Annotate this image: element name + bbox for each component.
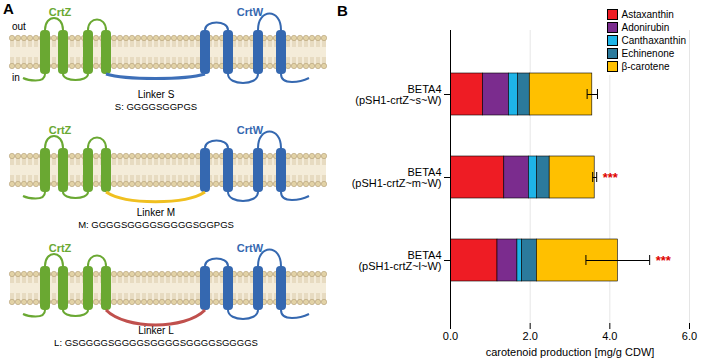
svg-text:4.0: 4.0 (602, 330, 617, 342)
svg-text:CrtZ: CrtZ (49, 124, 72, 136)
svg-text:BETA4(pSH1-crtZ~s~W): BETA4(pSH1-crtZ~s~W) (355, 83, 441, 106)
svg-text:carotenoid production [mg/g CD: carotenoid production [mg/g CDW] (486, 346, 655, 358)
svg-text:CrtW: CrtW (237, 242, 264, 254)
svg-text:CrtW: CrtW (237, 6, 264, 18)
svg-text:***: *** (656, 253, 672, 268)
svg-text:***: *** (603, 170, 619, 185)
svg-text:CrtZ: CrtZ (49, 6, 72, 18)
svg-text:out: out (12, 21, 26, 32)
svg-text:CrtZ: CrtZ (49, 242, 72, 254)
svg-text:BETA4(pSH1-crtZ~m~W): BETA4(pSH1-crtZ~m~W) (352, 166, 442, 189)
html-text:β-carotene: β-carotene (621, 61, 670, 72)
svg-text:Linker L: Linker L (138, 325, 174, 336)
html-text:Astaxanthin: Astaxanthin (621, 9, 674, 20)
html-text:Adonirubin: Adonirubin (621, 22, 670, 33)
svg-text:L: GSGGGGSGGGGSGGGGSGGGGSGGGGS: L: GSGGGGSGGGGSGGGGSGGGGSGGGGS (54, 337, 258, 348)
svg-text:0.0: 0.0 (443, 330, 458, 342)
svg-text:S: GGGGSGGPGS: S: GGGGSGGPGS (115, 101, 197, 112)
svg-text:CrtW: CrtW (237, 124, 264, 136)
svg-text:BETA4(pSH1-crtZ~l~W): BETA4(pSH1-crtZ~l~W) (358, 249, 441, 272)
svg-text:A: A (3, 0, 14, 17)
html-text:B: B (337, 2, 348, 19)
svg-text:M: GGGGSGGGGSGGGGSGGPGS: M: GGGGSGGGGSGGGGSGGPGS (78, 219, 234, 230)
svg-text:6.0: 6.0 (682, 330, 697, 342)
svg-text:2.0: 2.0 (523, 330, 538, 342)
svg-text:Linker M: Linker M (137, 207, 175, 218)
html-text:Canthaxanthin: Canthaxanthin (621, 35, 686, 46)
svg-text:Linker S: Linker S (138, 89, 175, 100)
html-text:Echinenone: Echinenone (621, 48, 675, 59)
svg-text:in: in (12, 72, 20, 83)
